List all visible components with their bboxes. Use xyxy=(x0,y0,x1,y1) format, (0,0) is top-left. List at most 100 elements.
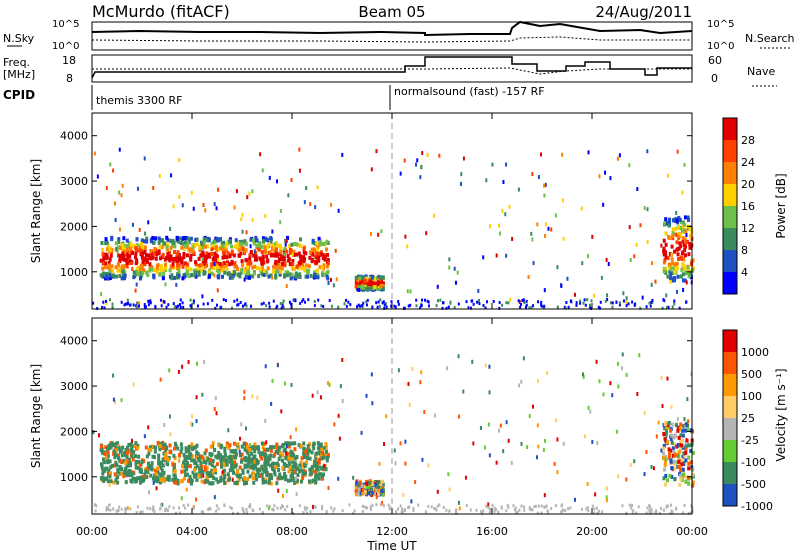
echo-cell xyxy=(205,476,209,481)
echo-cell xyxy=(680,220,684,225)
echo-cell xyxy=(260,272,264,277)
echo-cell xyxy=(670,466,674,471)
echo-cell xyxy=(145,270,149,275)
echo-cell xyxy=(240,217,243,222)
echo-cell xyxy=(420,304,423,308)
echo-cell xyxy=(105,506,108,511)
echo-cell xyxy=(140,242,144,247)
echo-cell xyxy=(136,446,140,451)
echo-cell xyxy=(173,244,177,249)
echo-cell xyxy=(477,288,480,293)
echo-cell xyxy=(241,212,244,217)
echo-cell xyxy=(211,470,214,475)
y-tick-label: 4000 xyxy=(60,130,88,143)
echo-cell xyxy=(671,266,675,271)
echo-cell xyxy=(261,480,265,485)
x-tick-label: 08:00 xyxy=(276,525,308,538)
echo-cell xyxy=(629,257,632,262)
echo-cell xyxy=(305,186,308,191)
echo-cell xyxy=(547,226,550,231)
colorbar-tick: 4 xyxy=(741,266,748,279)
echo-cell xyxy=(131,267,134,272)
echo-cell xyxy=(273,264,277,269)
echo-cell xyxy=(667,218,671,223)
echo-cell xyxy=(186,241,190,246)
echo-cell xyxy=(421,457,424,462)
echo-cell xyxy=(533,504,536,508)
echo-cell xyxy=(663,422,667,427)
echo-cell xyxy=(183,244,187,249)
echo-cell xyxy=(147,299,150,303)
echo-cell xyxy=(318,242,322,247)
y-tick-label: 2000 xyxy=(60,220,88,233)
echo-cell xyxy=(625,296,628,301)
echo-cell xyxy=(621,504,624,508)
echo-cell xyxy=(586,506,589,510)
echo-cell xyxy=(129,246,133,251)
echo-cell xyxy=(374,483,378,488)
echo-cell xyxy=(251,238,255,243)
echo-cell xyxy=(127,473,131,478)
echo-cell xyxy=(676,417,679,422)
echo-cell xyxy=(189,452,193,457)
echo-cell xyxy=(308,456,312,461)
echo-cell xyxy=(234,455,238,460)
colorbar-swatch xyxy=(723,140,737,162)
echo-cell xyxy=(181,276,185,281)
colorbar-swatch xyxy=(723,352,737,374)
echo-cell xyxy=(537,379,540,384)
echo-cell xyxy=(628,503,631,507)
nave-label: Nave xyxy=(747,65,775,78)
echo-cell xyxy=(209,252,213,257)
colorbar-tick: 100 xyxy=(741,390,762,403)
echo-cell xyxy=(214,477,218,482)
echo-cell xyxy=(279,220,282,225)
echo-cell xyxy=(243,389,246,394)
echo-cell xyxy=(460,172,463,177)
echo-cell xyxy=(241,229,244,234)
echo-cell xyxy=(148,262,152,267)
echo-cell xyxy=(662,443,666,448)
freq-line xyxy=(91,56,692,79)
echo-cell xyxy=(673,461,677,466)
echo-cell xyxy=(198,244,202,249)
echo-cell xyxy=(285,238,288,243)
echo-cell xyxy=(681,454,685,459)
echo-cell xyxy=(505,301,508,305)
echo-cell xyxy=(174,480,178,485)
echo-cell xyxy=(279,246,283,251)
echo-cell xyxy=(302,259,306,264)
echo-cell xyxy=(101,469,105,474)
echo-cell xyxy=(268,456,272,461)
echo-cell xyxy=(120,300,123,304)
echo-cell xyxy=(114,400,117,405)
echo-cell xyxy=(144,469,148,474)
echo-cell xyxy=(122,236,126,241)
echo-cell xyxy=(261,254,265,259)
echo-cell xyxy=(104,237,108,242)
echo-cell xyxy=(589,305,592,309)
echo-cell xyxy=(664,217,668,222)
echo-cell xyxy=(256,469,260,474)
echo-cell xyxy=(168,414,171,419)
echo-cell xyxy=(306,456,310,461)
echo-cell xyxy=(604,170,607,175)
echo-cell xyxy=(454,280,457,285)
echo-cell xyxy=(167,303,170,307)
echo-cell xyxy=(333,422,336,427)
echo-cell xyxy=(625,304,628,308)
echo-cell xyxy=(250,451,254,456)
echo-cell xyxy=(152,480,155,485)
echo-cell xyxy=(553,461,556,466)
echo-cell xyxy=(180,496,183,501)
echo-cell xyxy=(290,471,294,476)
freq-label-1: Freq. xyxy=(3,56,30,69)
echo-cell xyxy=(157,240,161,245)
echo-cell xyxy=(242,508,245,512)
echo-cell xyxy=(201,392,204,397)
colorbar-tick: 24 xyxy=(741,156,755,169)
echo-cell xyxy=(299,244,303,249)
echo-cell xyxy=(673,262,677,267)
echo-cell xyxy=(313,459,317,464)
echo-cell xyxy=(233,244,237,249)
